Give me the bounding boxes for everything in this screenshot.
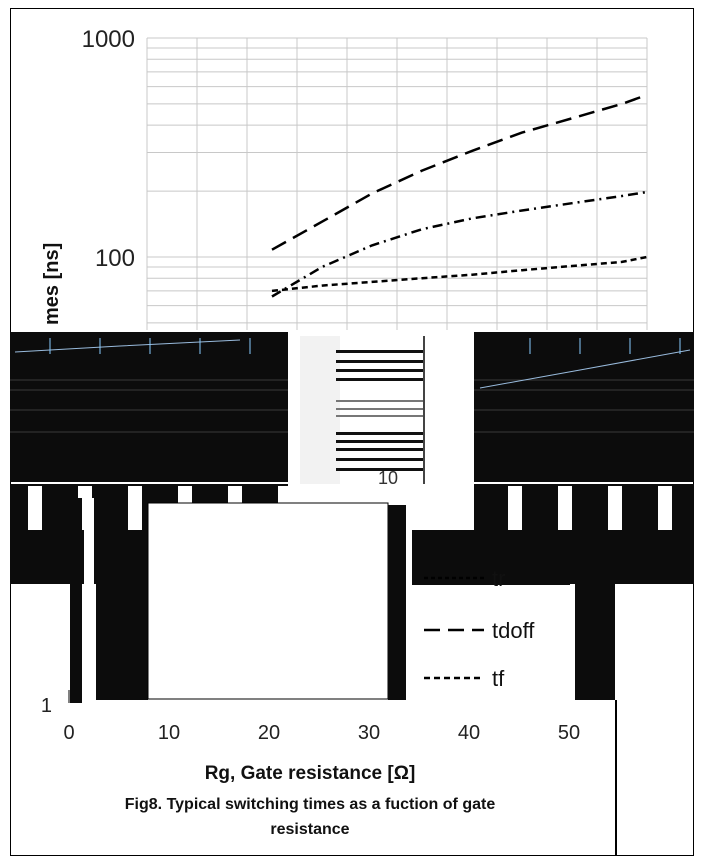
render-artifact xyxy=(575,530,615,700)
render-artifact xyxy=(336,432,424,435)
render-artifact xyxy=(336,458,424,461)
tick-layer: 1 100 1000 0 10 20 30 40 50 10 xyxy=(41,26,580,744)
series-line-unlabeled-dashdot xyxy=(271,190,648,298)
render-artifact xyxy=(336,350,424,353)
render-artifact xyxy=(84,498,94,703)
render-artifact xyxy=(388,505,406,700)
render-artifact xyxy=(336,400,424,402)
x-tick-label: 50 xyxy=(558,722,580,744)
render-artifact xyxy=(336,378,424,381)
x-tick-label: 30 xyxy=(358,722,380,744)
render-artifact xyxy=(474,332,694,482)
figure-caption-line1: Fig8. Typical switching times as a fucti… xyxy=(124,796,496,813)
legend-label-tr: tr xyxy=(492,566,505,591)
y-tick-label: 100 xyxy=(95,245,135,272)
render-artifact xyxy=(96,530,148,700)
render-artifact xyxy=(70,498,82,703)
y-tick-label: 1 xyxy=(41,695,52,717)
y-tick-label: 1000 xyxy=(82,26,135,53)
series-layer xyxy=(271,93,648,298)
render-artifact xyxy=(10,332,288,482)
render-artifact xyxy=(148,503,388,699)
figure-caption-line2: resistance xyxy=(270,821,350,838)
grid-layer xyxy=(146,37,648,330)
glitch-layer xyxy=(10,332,694,856)
x-tick-label: 40 xyxy=(458,722,480,744)
render-artifact xyxy=(336,408,424,410)
render-artifact xyxy=(336,440,424,443)
legend-label-tdoff: tdoff xyxy=(492,618,535,643)
x-axis-label: Rg, Gate resistance [Ω] xyxy=(204,763,416,784)
y-axis-label: mes [ns] xyxy=(41,243,63,325)
render-artifact xyxy=(336,448,424,451)
render-artifact xyxy=(608,486,622,530)
series-line-tdoff xyxy=(271,93,648,251)
x-tick-label: 20 xyxy=(258,722,280,744)
render-artifact xyxy=(336,360,424,363)
inset-tick-label: 10 xyxy=(378,468,398,488)
render-artifact xyxy=(128,486,142,530)
render-artifact xyxy=(336,415,424,417)
render-artifact xyxy=(658,486,672,530)
render-artifact xyxy=(336,468,424,471)
legend-label-tf: tf xyxy=(492,666,505,691)
render-artifact xyxy=(479,349,691,389)
render-artifact xyxy=(336,369,424,372)
render-artifact xyxy=(412,530,570,585)
x-tick-label: 10 xyxy=(158,722,180,744)
render-artifact xyxy=(300,336,340,484)
render-artifact xyxy=(28,486,42,530)
render-artifact xyxy=(508,486,522,530)
series-line-tf xyxy=(271,255,648,293)
legend: tr tdoff tf xyxy=(424,566,535,691)
render-artifact xyxy=(558,486,572,530)
x-tick-label: 0 xyxy=(63,722,74,744)
